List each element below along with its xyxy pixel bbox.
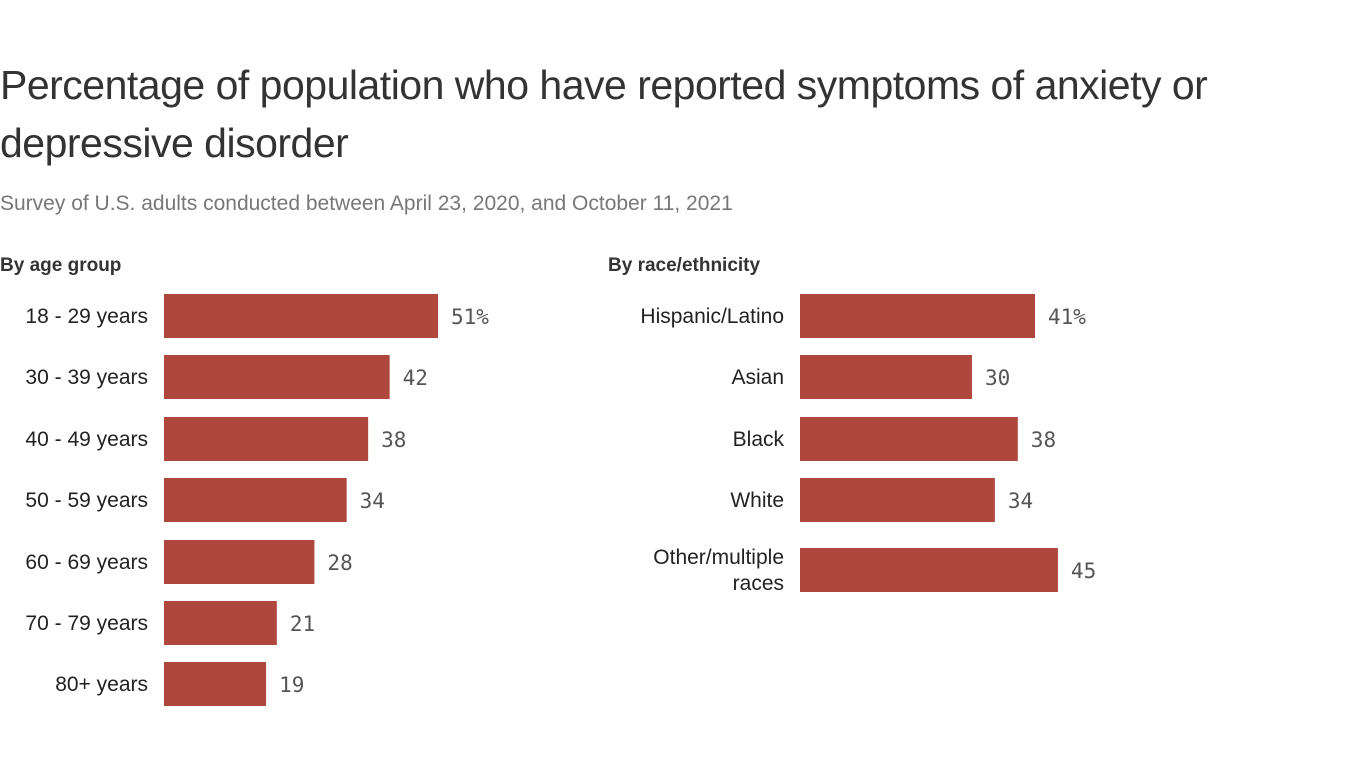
bar	[164, 417, 369, 461]
value-label: 21	[290, 612, 315, 636]
race-panel-title: By race/ethnicity	[608, 255, 761, 276]
age-group-bar-chart: 18 - 29 years 51% 30 - 39 years 42 40 - 49 y…	[25, 294, 489, 706]
bar	[164, 478, 347, 522]
value-label: 28	[327, 551, 352, 575]
category-label: Black	[733, 428, 785, 451]
bar	[164, 601, 277, 645]
category-label: 70 - 79 years	[25, 612, 148, 635]
bar	[164, 355, 390, 399]
category-label: Asian	[731, 366, 784, 389]
category-label: 40 - 49 years	[25, 428, 148, 451]
category-label: 50 - 59 years	[25, 489, 148, 512]
value-label: 34	[360, 489, 385, 513]
chart-subtitle: Survey of U.S. adults conducted between …	[0, 192, 733, 215]
bar	[800, 294, 1035, 338]
chart-title: Percentage of population who have report…	[0, 62, 1208, 166]
value-label: 41%	[1048, 305, 1086, 329]
category-label: Other/multiple races	[653, 546, 784, 595]
bar	[164, 540, 315, 584]
race-ethnicity-bar-chart: Hispanic/Latino 41% Asian 30 Black 38 White 34 O…	[640, 294, 1096, 595]
category-label: 30 - 39 years	[25, 366, 148, 389]
value-label: 38	[381, 428, 406, 452]
value-label: 51%	[451, 305, 489, 329]
value-label: 30	[985, 366, 1010, 390]
category-label: 60 - 69 years	[25, 551, 148, 574]
category-label: Hispanic/Latino	[640, 305, 784, 328]
age-panel-title: By age group	[0, 255, 122, 276]
category-label: 18 - 29 years	[25, 305, 148, 328]
category-label: White	[730, 489, 784, 512]
value-label: 38	[1031, 428, 1056, 452]
value-label: 19	[279, 673, 304, 697]
bar	[800, 478, 995, 522]
bar	[800, 417, 1018, 461]
value-label: 34	[1008, 489, 1033, 513]
value-label: 42	[403, 366, 428, 390]
bar	[800, 355, 972, 399]
bar	[800, 548, 1058, 592]
bar	[164, 662, 267, 706]
value-label: 45	[1071, 559, 1096, 583]
category-label: 80+ years	[55, 673, 148, 696]
bar	[164, 294, 438, 338]
